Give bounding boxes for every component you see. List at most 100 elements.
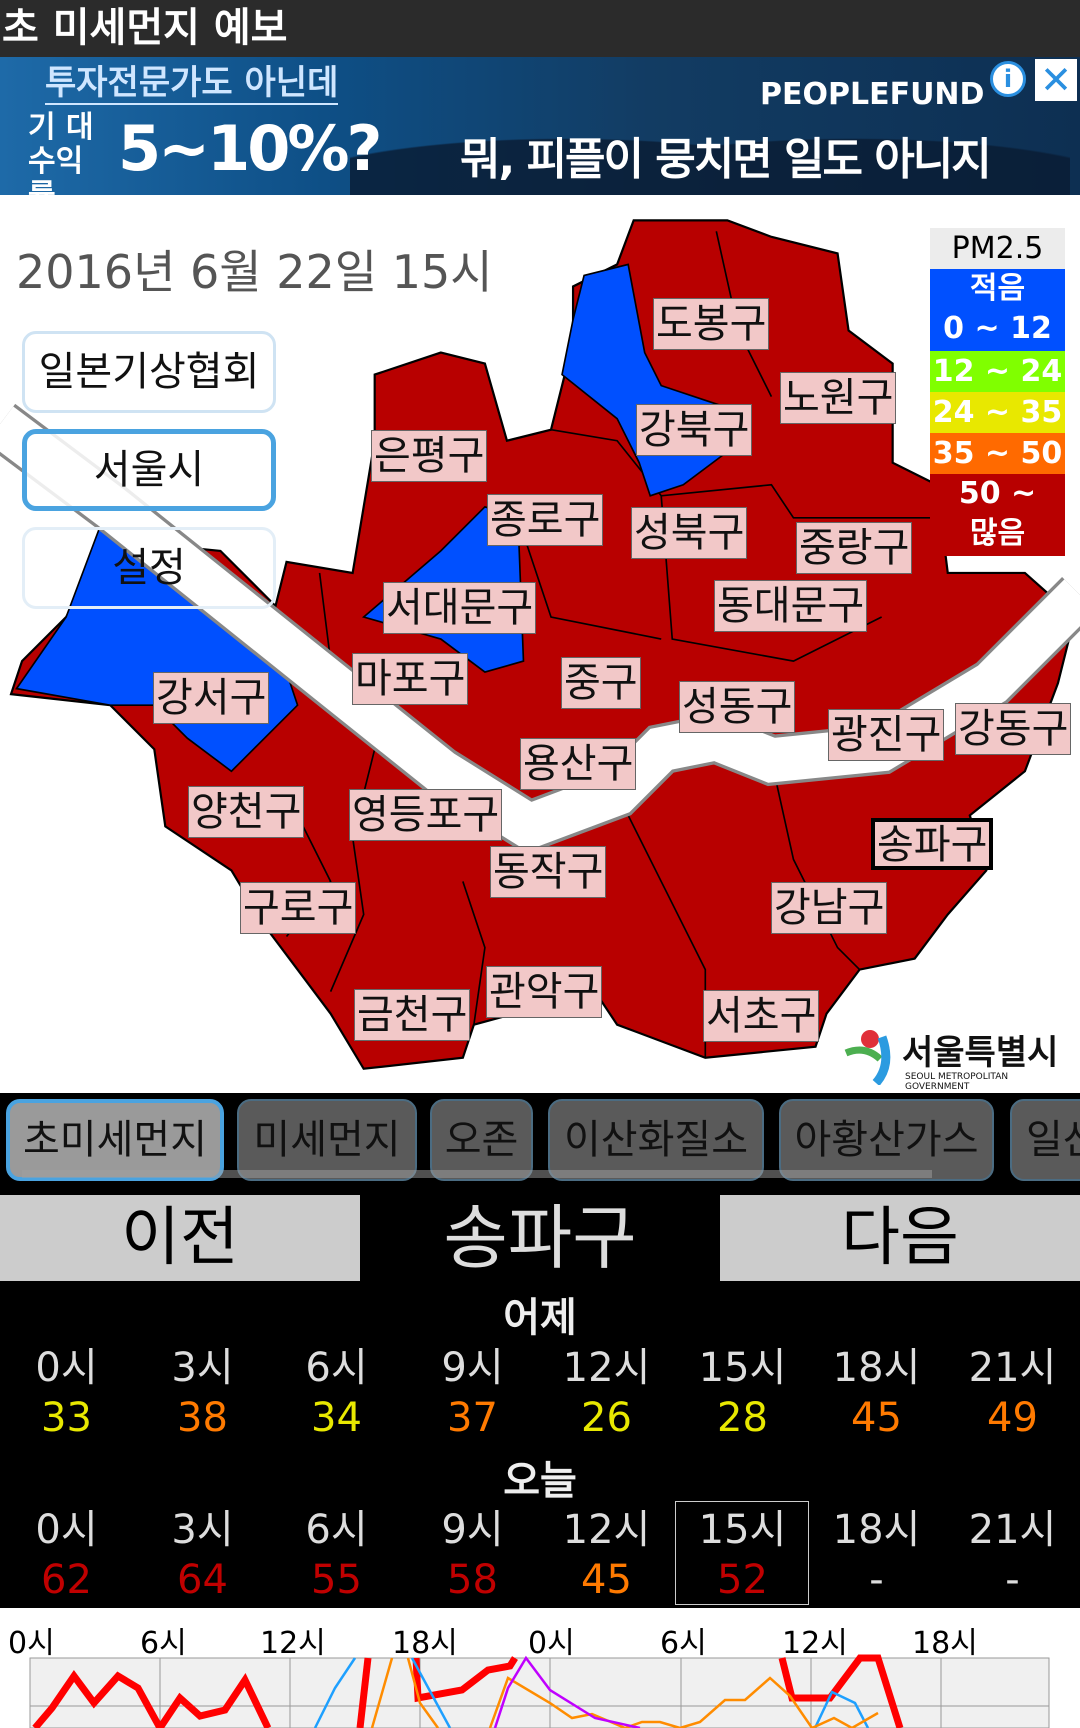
time-cell[interactable]: 9시 37 (405, 1343, 540, 1443)
legend-label: 적음 (969, 271, 1026, 306)
graph-x-label: 12시 (782, 1626, 848, 1661)
time-cell[interactable]: 6시 34 (269, 1343, 404, 1443)
legend-item-low: 적음 0 ~ 12 (930, 269, 1065, 351)
district-label[interactable]: 종로구 (487, 494, 604, 546)
time-cell[interactable]: 18시 45 (809, 1343, 944, 1443)
time-label: 3시 (171, 1345, 234, 1391)
district-label[interactable]: 중랑구 (796, 522, 913, 574)
legend-item: 35 ~ 50 (930, 433, 1065, 474)
tabs-scrollbar[interactable] (22, 1170, 932, 1178)
seoul-logo-icon (844, 1030, 891, 1085)
tab-co[interactable]: 일산화탄소 (1010, 1099, 1080, 1181)
pollutant-tabs[interactable]: 초미세먼지 미세먼지 오존 이산화질소 아황산가스 일산화탄소 (0, 1093, 1080, 1185)
district-label[interactable]: 중구 (561, 657, 641, 709)
prev-button[interactable]: 이전 (0, 1195, 360, 1281)
legend-item: 12 ~ 24 (930, 351, 1065, 392)
ad-banner[interactable]: 투자전문가도 아닌데 기 대 수익률 5~10%? PEOPLEFUND 뭐, … (0, 57, 1080, 213)
district-label[interactable]: 동대문구 (714, 580, 868, 632)
pm-value: 62 (41, 1557, 92, 1603)
time-cell[interactable]: 0시 62 (0, 1505, 134, 1605)
district-label[interactable]: 도봉구 (653, 298, 770, 350)
time-label: 12시 (562, 1507, 651, 1553)
jwa-button[interactable]: 일본기상협회 (22, 331, 276, 413)
district-label[interactable]: 관악구 (486, 966, 603, 1018)
graph-x-label: 0시 (528, 1626, 575, 1661)
district-label[interactable]: 성동구 (679, 681, 796, 733)
series-line-blue (813, 1690, 870, 1728)
logo-subtext: SEOUL METROPOLITAN GOVERNMENT (905, 1072, 1009, 1092)
time-label: 12시 (562, 1345, 651, 1391)
tab-ozone[interactable]: 오존 (430, 1099, 533, 1181)
time-cell[interactable]: 18시 - (809, 1505, 944, 1605)
seoul-button[interactable]: 서울시 (22, 429, 276, 511)
time-cell[interactable]: 6시 55 (269, 1505, 404, 1605)
time-cell[interactable]: 3시 38 (135, 1343, 270, 1443)
tab-pm25[interactable]: 초미세먼지 (6, 1099, 224, 1181)
district-label[interactable]: 양천구 (188, 786, 305, 838)
forecast-date: 2016년 6월 22일 15시 (16, 245, 493, 299)
graph-x-label: 0시 (8, 1626, 55, 1661)
district-label[interactable]: 강동구 (955, 703, 1072, 755)
time-label: 9시 (441, 1507, 504, 1553)
pm-value: 38 (177, 1395, 228, 1441)
district-label[interactable]: 마포구 (352, 653, 469, 705)
settings-button[interactable]: 설정 (22, 527, 276, 609)
pm-value: 49 (987, 1395, 1038, 1441)
time-cell[interactable]: 12시 45 (539, 1505, 674, 1605)
district-label[interactable]: 영등포구 (349, 789, 503, 841)
district-label[interactable]: 노원구 (780, 372, 897, 424)
time-label: 21시 (968, 1507, 1057, 1553)
logo-text: 서울특별시 (902, 1033, 1059, 1073)
series-line-red (32, 1669, 272, 1728)
district-label[interactable]: 은평구 (371, 430, 488, 482)
district-label[interactable]: 동작구 (490, 846, 607, 898)
time-label: 0시 (35, 1345, 98, 1391)
tab-no2[interactable]: 이산화질소 (548, 1099, 764, 1181)
close-icon[interactable]: ✕ (1035, 59, 1077, 101)
district-label[interactable]: 강남구 (771, 882, 888, 934)
time-cell[interactable]: 9시 58 (405, 1505, 540, 1605)
selected-time-box (675, 1501, 809, 1605)
pm-value: 64 (177, 1557, 228, 1603)
time-cell[interactable]: 15시 28 (675, 1343, 810, 1443)
district-label[interactable]: 성북구 (631, 507, 748, 559)
series-line-orange (370, 1657, 394, 1728)
time-cell[interactable]: 21시 49 (945, 1343, 1080, 1443)
next-button[interactable]: 다음 (720, 1195, 1080, 1281)
info-icon[interactable]: i (990, 61, 1026, 97)
pm-value: 33 (41, 1395, 92, 1441)
time-cell[interactable]: 21시 - (945, 1505, 1080, 1605)
seoul-map[interactable] (0, 195, 1080, 1093)
district-title: 송파구 (443, 1197, 637, 1279)
time-label: 18시 (832, 1507, 921, 1553)
legend-item: 24 ~ 35 (930, 392, 1065, 433)
time-cell[interactable]: 12시 26 (539, 1343, 674, 1443)
time-cell[interactable]: 0시 33 (0, 1343, 134, 1443)
pm-value: 52 (717, 1557, 768, 1603)
district-label[interactable]: 서초구 (703, 990, 820, 1042)
time-cell[interactable]: 15시 52 (675, 1505, 810, 1605)
tab-pm10[interactable]: 미세먼지 (237, 1099, 417, 1181)
today-label: 오늘 (503, 1458, 577, 1504)
tab-so2[interactable]: 아황산가스 (779, 1099, 994, 1181)
ad-brand: PEOPLEFUND (760, 77, 985, 112)
ad-text: 투자전문가도 아닌데 (45, 63, 339, 105)
district-label[interactable]: 강북구 (636, 404, 753, 456)
time-label: 15시 (698, 1507, 787, 1553)
district-label[interactable]: 용산구 (520, 738, 637, 790)
time-label: 9시 (441, 1345, 504, 1391)
map-svg (0, 219, 1080, 1070)
pm-value: 45 (581, 1557, 632, 1603)
district-label[interactable]: 광진구 (828, 709, 945, 761)
series-line-purple (493, 1655, 641, 1728)
district-label[interactable]: 금천구 (354, 989, 471, 1041)
district-label[interactable]: 강서구 (153, 672, 270, 724)
graph-x-label: 6시 (140, 1626, 187, 1661)
ad-text: 5~10%? (118, 112, 382, 185)
district-label[interactable]: 구로구 (240, 882, 357, 934)
pm-value: 26 (581, 1395, 632, 1441)
time-label: 6시 (305, 1345, 368, 1391)
district-label-selected[interactable]: 송파구 (871, 818, 994, 870)
time-cell[interactable]: 3시 64 (135, 1505, 270, 1605)
district-label[interactable]: 서대문구 (383, 582, 537, 634)
